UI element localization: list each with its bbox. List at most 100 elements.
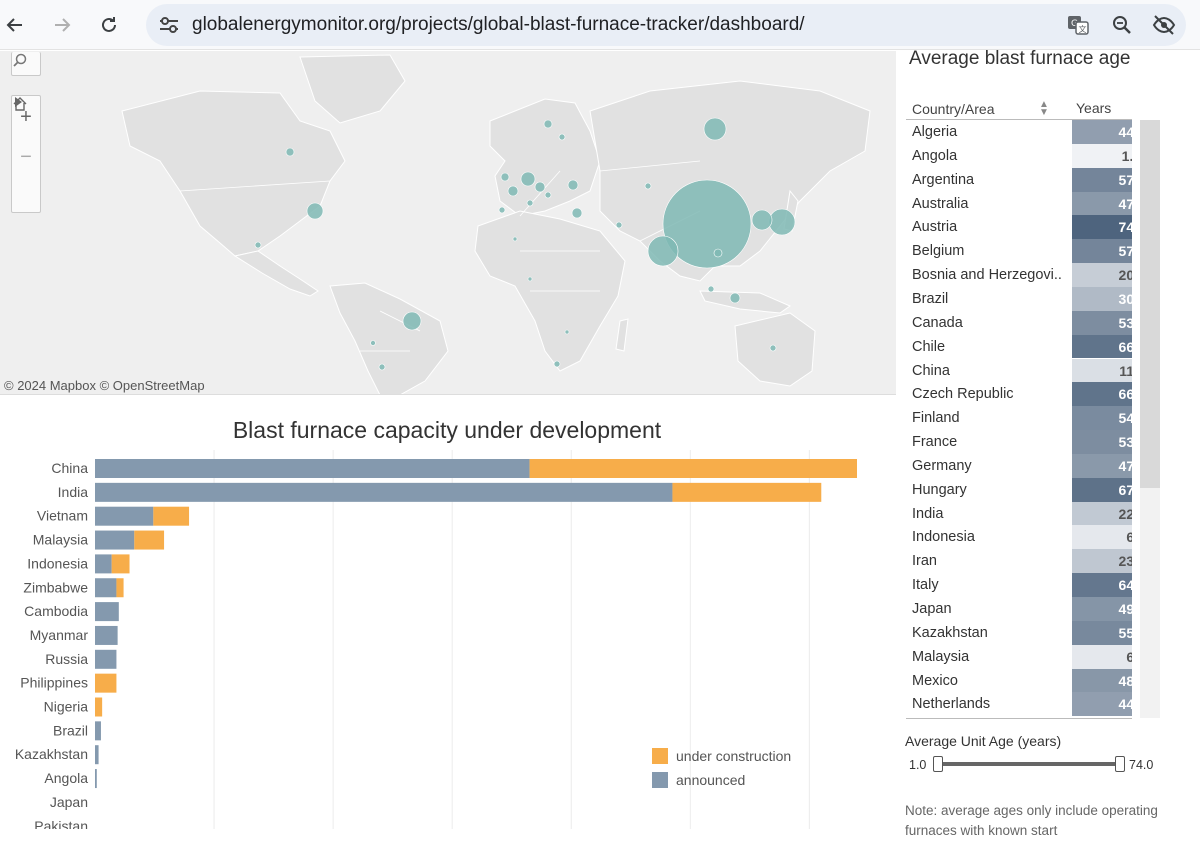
- bar-under-construction[interactable]: [153, 506, 190, 526]
- bar-under-construction[interactable]: [95, 697, 103, 717]
- category-label: Malaysia: [33, 532, 88, 548]
- row-age-cell[interactable]: 53.: [1072, 430, 1132, 454]
- table-row[interactable]: Chile 66.: [906, 334, 1132, 359]
- table-row[interactable]: Japan 49.: [906, 597, 1132, 621]
- table-row[interactable]: Mexico 48.: [906, 668, 1132, 693]
- row-age-cell[interactable]: 47.: [1072, 453, 1132, 478]
- bar-announced[interactable]: [95, 554, 112, 574]
- table-row[interactable]: Austria 74.: [906, 215, 1132, 240]
- column-header-years[interactable]: Years: [1076, 100, 1112, 116]
- row-age-cell[interactable]: 66.: [1072, 334, 1132, 359]
- sort-icon[interactable]: ▲ ▼: [1039, 99, 1049, 118]
- bar-under-construction[interactable]: [116, 578, 124, 598]
- slider-handle-min[interactable]: [933, 756, 943, 772]
- age-range-slider[interactable]: [937, 762, 1123, 766]
- row-age-cell[interactable]: 48.: [1072, 668, 1132, 693]
- world-map[interactable]: + − © 2024 Mapbox © OpenStreetMap: [0, 51, 896, 395]
- table-row[interactable]: Argentina 57.: [906, 167, 1132, 192]
- table-row[interactable]: Belgium 57.: [906, 239, 1132, 264]
- table-row[interactable]: Bosnia and Herzegovi.. 20.: [906, 263, 1132, 287]
- bar-announced[interactable]: [95, 482, 673, 502]
- zoom-in-icon[interactable]: +: [20, 106, 32, 129]
- age-table-body[interactable]: Algeria 44. Angola 1.(Argentina 57. Australia…: [906, 120, 1132, 718]
- row-age-cell[interactable]: 47.: [1072, 191, 1132, 216]
- forward-arrow-icon[interactable]: [47, 10, 77, 40]
- table-row[interactable]: China 11.: [906, 358, 1132, 383]
- table-row[interactable]: Italy 64.: [906, 573, 1132, 597]
- row-age-cell[interactable]: 44.: [1072, 692, 1132, 717]
- row-age-cell[interactable]: 57.: [1072, 239, 1132, 264]
- row-age-cell[interactable]: 74.: [1072, 215, 1132, 240]
- address-bar[interactable]: globalenergymonitor.org/projects/global-…: [146, 4, 1186, 46]
- row-age-cell[interactable]: 57.: [1072, 167, 1132, 192]
- row-age-cell[interactable]: 66.: [1072, 382, 1132, 407]
- row-age-cell[interactable]: 64.: [1072, 573, 1132, 597]
- row-age-cell[interactable]: 44.: [1072, 120, 1132, 144]
- table-row[interactable]: Finland 54.: [906, 406, 1132, 431]
- column-header-country[interactable]: Country/Area: [912, 101, 995, 117]
- bar-under-construction[interactable]: [111, 554, 130, 574]
- bar-announced[interactable]: [95, 769, 97, 789]
- bar-announced[interactable]: [95, 721, 101, 741]
- table-row[interactable]: Malaysia 6.: [906, 644, 1132, 669]
- bar-announced[interactable]: [95, 745, 99, 765]
- scrollbar-thumb[interactable]: [1140, 120, 1160, 488]
- table-row[interactable]: Iran 23.: [906, 549, 1132, 574]
- category-label: Pakistan: [34, 818, 88, 829]
- back-arrow-icon[interactable]: [0, 10, 30, 40]
- bar-under-construction[interactable]: [529, 459, 857, 478]
- table-row[interactable]: Brazil 30.: [906, 286, 1132, 311]
- table-row[interactable]: France 53.: [906, 430, 1132, 454]
- row-age-cell[interactable]: 53.: [1072, 310, 1132, 335]
- row-age-cell[interactable]: 6.: [1072, 644, 1132, 669]
- row-age-cell[interactable]: 20.: [1072, 263, 1132, 287]
- bar-under-construction[interactable]: [134, 530, 165, 550]
- capacity-bar-chart[interactable]: China India Vietnam Malaysia Indonesia Zimbab…: [0, 450, 894, 829]
- table-row[interactable]: Germany 47.: [906, 453, 1132, 478]
- site-settings-icon[interactable]: [158, 15, 180, 35]
- table-row[interactable]: Kazakhstan 55.: [906, 620, 1132, 645]
- table-row[interactable]: Indonesia 6.: [906, 525, 1132, 550]
- table-row[interactable]: Netherlands 44.: [906, 692, 1132, 717]
- legend-item-under-construction[interactable]: under construction: [652, 744, 791, 768]
- table-row[interactable]: Czech Republic 66.: [906, 382, 1132, 407]
- table-row[interactable]: Algeria 44.: [906, 120, 1132, 144]
- bar-announced[interactable]: [95, 506, 154, 526]
- eye-off-icon[interactable]: [1152, 13, 1176, 37]
- row-age-cell[interactable]: 11.: [1072, 358, 1132, 383]
- reload-icon[interactable]: [94, 10, 124, 40]
- table-row[interactable]: Canada 53.: [906, 310, 1132, 335]
- bar-under-construction[interactable]: [672, 482, 822, 502]
- table-row[interactable]: Australia 47.: [906, 191, 1132, 216]
- bar-announced[interactable]: [95, 459, 530, 478]
- row-age-cell[interactable]: 54.: [1072, 406, 1132, 431]
- row-age-cell[interactable]: 22.: [1072, 501, 1132, 526]
- table-row[interactable]: Hungary 67.: [906, 477, 1132, 502]
- bar-announced[interactable]: [95, 530, 135, 550]
- row-age-cell[interactable]: 6.: [1072, 525, 1132, 550]
- url-text[interactable]: globalenergymonitor.org/projects/global-…: [192, 14, 805, 35]
- bar-announced[interactable]: [95, 625, 118, 645]
- row-age-cell[interactable]: 67.: [1072, 477, 1132, 502]
- bar-announced[interactable]: [95, 649, 117, 669]
- row-age-cell[interactable]: 49.: [1072, 597, 1132, 621]
- row-age-cell[interactable]: 23.: [1072, 549, 1132, 574]
- bubble-spain: [498, 206, 506, 214]
- zoom-icon[interactable]: [1110, 13, 1134, 37]
- bar-under-construction[interactable]: [95, 673, 117, 693]
- legend-item-announced[interactable]: announced: [652, 768, 791, 792]
- row-age-cell[interactable]: 30.: [1072, 286, 1132, 311]
- slider-handle-max[interactable]: [1115, 756, 1125, 772]
- bar-announced[interactable]: [95, 602, 119, 622]
- table-row[interactable]: India 22.: [906, 501, 1132, 526]
- row-age-cell[interactable]: 1.(: [1072, 143, 1132, 168]
- row-age-cell[interactable]: 55.: [1072, 620, 1132, 645]
- table-row[interactable]: Angola 1.(: [906, 143, 1132, 168]
- map-attribution[interactable]: © 2024 Mapbox © OpenStreetMap: [4, 378, 205, 393]
- zoom-out-icon[interactable]: −: [20, 145, 32, 168]
- category-label: Myanmar: [30, 627, 89, 643]
- map-search-icon[interactable]: [11, 52, 41, 76]
- table-scrollbar[interactable]: [1140, 120, 1160, 718]
- bar-announced[interactable]: [95, 578, 117, 598]
